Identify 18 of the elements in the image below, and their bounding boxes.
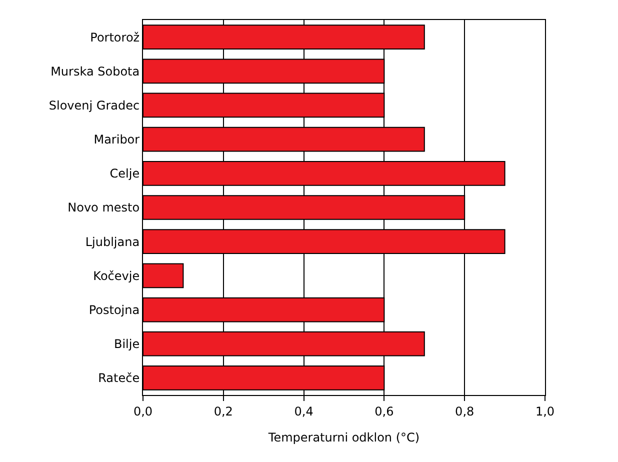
y-tick-label: Celje: [110, 166, 140, 181]
y-tick-label: Slovenj Gradec: [48, 98, 140, 112]
x-tick-label: 0,6: [374, 404, 394, 418]
y-tick-label: Murska Sobota: [50, 64, 140, 78]
y-tick-label: Portorož: [90, 30, 140, 44]
y-tick-label: Bilje: [114, 337, 140, 352]
x-tick-label: 0,0: [133, 404, 153, 418]
x-tick-label: 0,2: [214, 404, 233, 418]
x-tick-label: 0,4: [294, 404, 314, 418]
x-tick-label: 0,8: [455, 404, 474, 418]
x-axis-title: Temperaturni odklon (°C): [267, 430, 420, 444]
y-tick-label: Novo mesto: [68, 200, 140, 215]
y-tick-label: Ljubljana: [85, 234, 140, 249]
y-tick-label: Postojna: [88, 302, 140, 317]
y-tick-label: Maribor: [94, 132, 140, 147]
y-tick-label: Rateče: [98, 371, 140, 386]
x-tick-label: 1,0: [535, 404, 555, 418]
y-tick-label: Kočevje: [93, 268, 140, 283]
